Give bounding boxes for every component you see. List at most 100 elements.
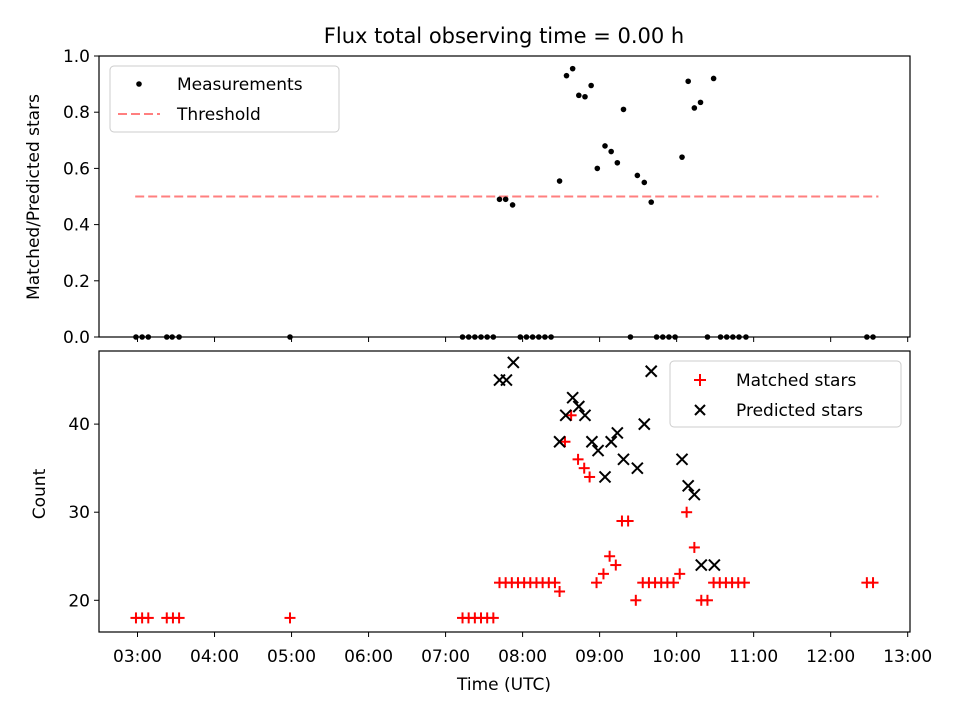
top-y-tick-label: 0.2 — [63, 272, 90, 292]
x-tick-label: 12:00 — [806, 647, 855, 667]
matched-star-point — [867, 577, 879, 589]
x-axis-label: Time (UTC) — [456, 675, 551, 695]
predicted-star-point — [559, 409, 572, 422]
predicted-star-point — [681, 479, 695, 492]
top-axes-frame — [98, 55, 911, 338]
matched-star-point — [549, 577, 561, 589]
legend-measurements-marker — [136, 81, 142, 87]
legend-measurements-label: Measurements — [177, 75, 303, 95]
x-tick-label: 09:00 — [575, 647, 624, 667]
legend-threshold-label: Threshold — [176, 105, 261, 125]
x-tick-label: 03:00 — [113, 647, 162, 667]
measurement-point — [641, 179, 648, 186]
x-tick-label: 07:00 — [421, 647, 470, 667]
x-tick-label: 10:00 — [652, 647, 701, 667]
predicted-star-point — [675, 453, 689, 466]
bottom-x-ticks: 03:00 04:00 05:00 06:00 07:00 08:00 09:00 10:00… — [113, 632, 932, 667]
measurement-point — [582, 93, 588, 100]
x-tick-label: 06:00 — [344, 647, 393, 667]
measurement-point — [509, 202, 516, 208]
predicted-star-point — [638, 417, 651, 431]
predicted-star-point — [695, 558, 708, 572]
matched-star-point — [554, 585, 566, 597]
predicted-star-point — [604, 435, 618, 448]
measurement-point — [502, 196, 509, 203]
predicted-star-point — [585, 435, 599, 448]
predicted-star-point — [617, 453, 630, 466]
measurement-point — [648, 199, 655, 205]
measurement-point — [710, 75, 717, 82]
measurement-point — [608, 148, 614, 155]
matched-star-point — [674, 568, 686, 580]
top-y-ticks: 0.0 0.2 0.4 0.6 0.8 1.0 — [63, 47, 99, 348]
measurement-point — [588, 82, 594, 89]
bottom-y-ticks: 20 30 40 — [68, 415, 99, 611]
top-panel: 0.0 0.2 0.4 0.6 0.8 1.0 Matched/Predicted sta… — [24, 47, 911, 348]
matched-star-point — [738, 577, 750, 589]
predicted-star-point — [566, 391, 579, 404]
x-tick-label: 13:00 — [883, 647, 932, 667]
matched-star-point — [668, 577, 680, 589]
matched-star-point — [284, 612, 296, 624]
measurement-point — [556, 178, 563, 184]
predicted-stars-series — [493, 356, 721, 572]
matched-star-point — [688, 541, 700, 553]
bottom-y-axis-label: Count — [30, 468, 50, 519]
measurement-point — [634, 172, 641, 179]
bottom-legend-box — [669, 360, 902, 428]
top-y-tick-label: 1.0 — [63, 47, 90, 67]
measurement-point — [496, 196, 503, 203]
measurement-point — [691, 105, 698, 111]
predicted-star-point — [500, 373, 513, 387]
bottom-panel: 20 30 40 03:00 04:00 05:00 06:00 07:00 08:00 09:… — [30, 350, 932, 695]
legend-predicted-marker — [694, 404, 706, 416]
matched-star-point — [173, 612, 185, 624]
legend-matched-label: Matched stars — [736, 371, 856, 391]
matched-star-point — [578, 462, 590, 474]
bottom-y-tick-label: 30 — [68, 503, 90, 523]
predicted-star-point — [578, 409, 592, 422]
matched-stars-series — [130, 409, 879, 624]
measurement-point — [569, 65, 576, 72]
matched-star-point — [565, 409, 577, 421]
bottom-legend: Matched stars Predicted stars — [669, 360, 902, 428]
matched-star-point — [487, 612, 499, 624]
matched-star-point — [142, 612, 154, 624]
measurement-point — [620, 106, 627, 113]
predicted-star-point — [708, 558, 721, 572]
top-y-tick-label: 0.8 — [63, 103, 90, 123]
matched-star-point — [604, 550, 616, 562]
predicted-star-point — [631, 461, 644, 475]
top-y-axis-label: Matched/Predicted stars — [24, 94, 44, 300]
measurement-point — [563, 72, 570, 79]
x-tick-label: 04:00 — [190, 647, 239, 667]
top-x-ticks — [137, 337, 909, 342]
matched-star-point — [681, 506, 693, 518]
matched-star-point — [701, 594, 713, 606]
measurement-point — [576, 92, 582, 99]
bottom-y-tick-label: 20 — [68, 591, 90, 611]
predicted-star-point — [591, 444, 605, 457]
measurement-point — [679, 154, 685, 160]
measurement-point — [602, 143, 608, 149]
predicted-star-point — [572, 400, 586, 413]
legend-matched-marker — [694, 374, 706, 386]
x-tick-label: 05:00 — [267, 647, 316, 667]
predicted-star-point — [688, 488, 701, 501]
predicted-star-point — [598, 470, 612, 484]
matched-star-point — [610, 559, 622, 571]
predicted-star-point — [507, 356, 520, 369]
predicted-star-point — [645, 365, 658, 378]
matched-star-point — [584, 471, 596, 483]
top-y-tick-label: 0.0 — [63, 328, 90, 348]
measurement-point — [594, 165, 601, 172]
top-legend-box — [109, 65, 340, 133]
x-tick-label: 08:00 — [498, 647, 547, 667]
matched-star-point — [622, 515, 634, 527]
predicted-star-point — [611, 426, 624, 440]
measurement-point — [685, 78, 691, 85]
predicted-star-point — [553, 435, 566, 448]
matched-star-point — [572, 453, 584, 465]
top-legend: Measurements Threshold — [109, 65, 340, 133]
top-y-tick-label: 0.6 — [63, 159, 90, 179]
